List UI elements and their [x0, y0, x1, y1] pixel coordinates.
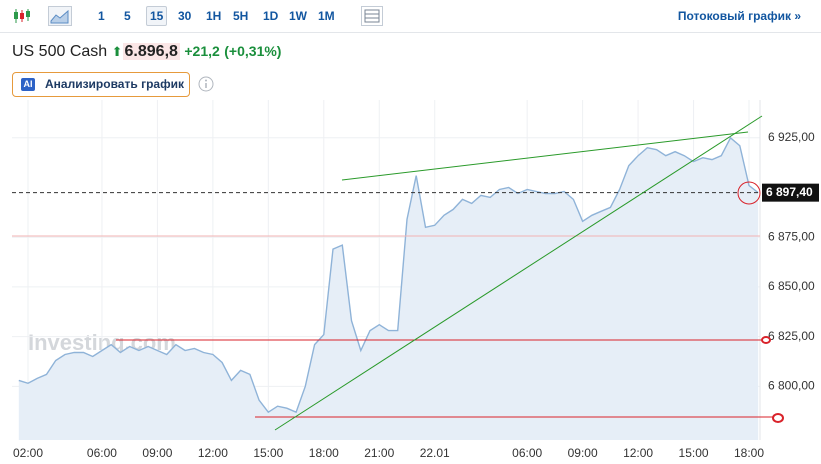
y-tick-label: 6 825,00	[768, 329, 815, 343]
x-tick-label: 21:00	[364, 446, 394, 460]
trend-line	[274, 115, 763, 431]
x-tick-label: 02:00	[13, 446, 43, 460]
marker-circle	[761, 336, 771, 344]
last-price-label: 6 897,40	[766, 185, 813, 199]
marker-circle	[737, 181, 761, 205]
up-arrow: ⬆	[111, 44, 123, 59]
info-icon[interactable]	[198, 76, 214, 92]
x-tick-label: 15:00	[679, 446, 709, 460]
x-tick-label: 18:00	[734, 446, 764, 460]
interval-button[interactable]: 15	[146, 6, 168, 26]
price-line	[18, 136, 759, 414]
interval-button[interactable]: 5	[124, 9, 131, 23]
x-tick-label: 15:00	[253, 446, 283, 460]
interval-button[interactable]: 5H	[233, 9, 249, 23]
x-tick-label: 18:00	[309, 446, 339, 460]
x-tick-label: 09:00	[142, 446, 172, 460]
interval-button[interactable]: 30	[178, 9, 192, 23]
y-tick-label: 6 925,00	[768, 130, 815, 144]
price: 6.896,8	[122, 43, 180, 60]
trend-line	[341, 131, 749, 181]
instrument-name: US 500 Cash	[12, 43, 108, 60]
x-tick-label: 12:00	[198, 446, 228, 460]
area-fill	[18, 137, 759, 441]
x-tick-label: 06:00	[87, 446, 117, 460]
x-tick-label: 12:00	[623, 446, 653, 460]
stream-link[interactable]: Потоковый график »	[677, 9, 801, 23]
candle-icon[interactable]	[12, 8, 32, 24]
y-tick-label: 6 800,00	[768, 378, 815, 392]
table-icon[interactable]	[361, 6, 383, 26]
x-tick-label: 09:00	[568, 446, 598, 460]
interval-button[interactable]: 1M	[318, 9, 335, 23]
y-tick-label: 6 850,00	[768, 279, 815, 293]
marker-circle	[772, 413, 784, 423]
interval-button[interactable]: 1H	[206, 9, 222, 23]
toolbar: 1 5 15 30 1H 5H 1D 1W 1M Потоковый график »	[0, 0, 821, 33]
quote: US 500 Cash ⬆ 6.896,8 +21,2 (+0,31%)	[12, 43, 281, 63]
interval-button[interactable]: 1W	[289, 9, 307, 23]
analyze-button[interactable]: AI Анализировать график	[12, 72, 190, 97]
change-percent: (+0,31%)	[224, 43, 282, 59]
interval-button[interactable]: 1	[98, 9, 105, 23]
x-tick-label: 06:00	[512, 446, 542, 460]
area-icon[interactable]	[48, 6, 72, 26]
interval-button[interactable]: 1D	[263, 9, 279, 23]
ai-badge: AI	[21, 78, 35, 91]
change: +21,2	[184, 43, 220, 59]
y-tick-label: 6 875,00	[768, 229, 815, 243]
last-price-box	[762, 183, 819, 202]
x-tick-label: 22.01	[420, 446, 450, 460]
plot: 6 897,40	[12, 136, 819, 441]
analyze-label: Анализировать график	[45, 77, 184, 91]
